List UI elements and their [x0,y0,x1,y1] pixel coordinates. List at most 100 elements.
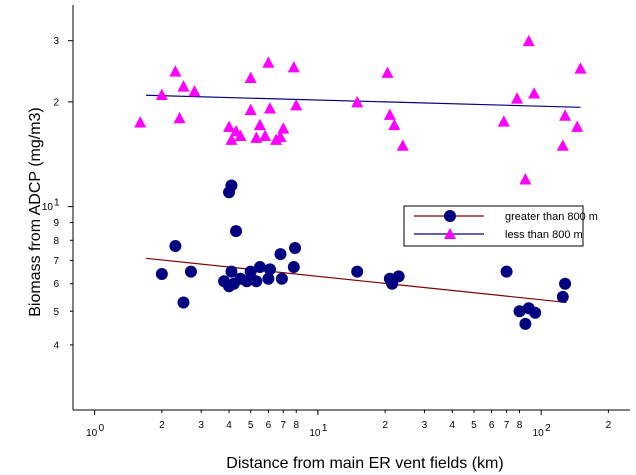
point-less-3 [173,111,186,124]
point-less-30 [522,34,535,47]
point-less-1 [155,88,168,100]
point-less-21 [290,98,303,111]
point-greater-12 [240,275,253,288]
x-tick-exponent-100: 2 [545,423,551,434]
point-greater-20 [287,261,300,274]
y-tick-label-20: 2 [53,97,59,108]
point-less-32 [556,139,569,151]
x-tick-label-5: 5 [248,420,254,431]
y-tick-exponent-10: 1 [54,198,60,209]
point-less-25 [388,118,401,131]
point-greater-1 [169,240,182,253]
x-tick-exponent-10: 1 [322,423,328,434]
x-tick-label-7: 7 [281,420,287,431]
point-less-9 [234,129,247,142]
markers [134,34,587,330]
point-greater-15 [253,261,266,274]
point-less-4 [177,80,190,92]
point-less-33 [559,109,572,121]
point-greater-21 [289,242,302,255]
point-less-7 [225,133,238,145]
legend-box [403,205,584,247]
point-greater-28 [519,317,532,330]
point-less-28 [511,92,524,104]
point-greater-19 [275,272,288,285]
point-greater-17 [263,263,276,276]
point-greater-25 [392,270,405,283]
axes [72,5,630,411]
point-greater-22 [351,265,364,278]
point-greater-10 [230,225,243,238]
x-axis-title: Distance from main ER vent fields (km) [226,455,503,472]
point-greater-13 [244,265,257,278]
x-tick-label-6: 6 [266,420,272,431]
y-tick-label-4: 4 [53,340,59,351]
y-tick-label-30: 3 [53,36,59,47]
point-greater-18 [274,248,287,261]
x-tick-label-100: 10 [533,428,545,439]
point-less-20 [287,61,300,73]
point-greater-0 [155,267,168,280]
x-tick-label-80: 8 [517,420,523,431]
point-less-5 [188,85,201,97]
point-less-29 [519,173,532,185]
x-tick-label-70: 7 [504,420,510,431]
point-greater-2 [177,296,190,309]
point-less-34 [571,120,584,132]
x-tick-label-4: 4 [226,420,232,431]
y-tick-label-8: 8 [53,236,59,247]
point-less-14 [259,129,272,142]
y-tick-label-5: 5 [53,307,59,318]
point-less-10 [244,71,257,83]
point-less-31 [528,87,541,99]
trend-lines [146,94,581,304]
point-less-16 [263,102,276,114]
legend: greater than 800 m less than 800 m [403,205,598,247]
x-tick-label-30: 3 [422,420,428,431]
legend-marker-less [444,228,456,239]
point-greater-26 [500,265,513,278]
point-less-35 [574,62,587,74]
x-ticks: 10 0 2 3 4 5 6 7 810 1 2 3 4 5 6 7 810 2 2 [86,410,612,439]
point-less-27 [497,115,510,127]
y-axis-title: Biomass from ADCP (mg/m3) [27,107,44,317]
point-greater-16 [262,272,275,285]
point-less-23 [381,66,394,78]
legend-marker-greater [444,210,456,222]
point-greater-31 [556,290,569,303]
y-tick-label-7: 7 [53,256,59,267]
point-less-22 [351,95,364,108]
point-less-0 [134,116,147,128]
x-tick-exponent-1: 0 [99,423,105,434]
trend-line-greater [146,257,567,304]
x-tick-label-50: 5 [471,420,477,431]
x-tick-label-8: 8 [293,420,299,431]
trend-line-less [146,94,581,108]
y-tick-label-6: 6 [53,279,59,290]
point-greater-30 [529,306,542,319]
point-less-18 [274,130,287,142]
x-tick-label-200: 2 [606,420,612,431]
point-less-24 [383,108,396,120]
point-less-12 [250,131,263,143]
point-greater-6 [225,179,238,192]
x-tick-label-60: 6 [489,420,495,431]
point-less-13 [253,118,266,131]
point-greater-14 [250,275,263,288]
x-tick-label-40: 4 [450,420,456,431]
point-greater-3 [184,265,197,278]
legend-label-greater: greater than 800 m [505,211,598,223]
x-tick-label-3: 3 [198,420,204,431]
legend-label-less: less than 800 m [505,229,583,241]
x-tick-label-1: 10 [86,428,98,439]
point-less-6 [223,120,236,132]
point-less-11 [244,103,257,116]
point-less-15 [262,56,275,68]
x-tick-label-10: 10 [309,428,321,439]
point-greater-32 [559,277,572,290]
y-ticks: 4 5 6 7 8 9 10 1 2 3 [42,36,73,351]
x-tick-label-2: 2 [159,420,165,431]
point-greater-27 [513,305,526,318]
x-tick-label-20: 2 [382,420,388,431]
